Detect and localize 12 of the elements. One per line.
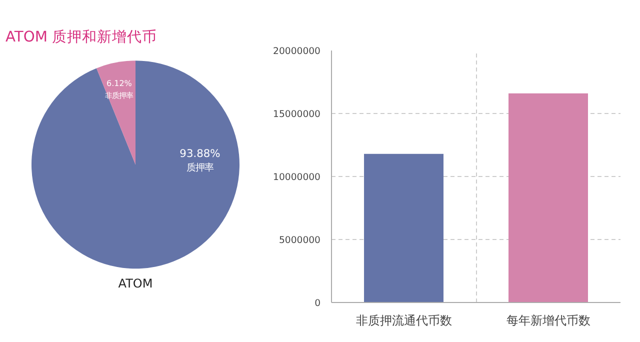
data-label: 93.88% bbox=[180, 146, 220, 160]
text: ATOM bbox=[118, 276, 153, 290]
y-tick-label: 5000000 bbox=[278, 235, 321, 246]
x-tick-label: 非质押流通代币数 bbox=[356, 314, 452, 328]
y-tick-label: 10000000 bbox=[273, 172, 321, 183]
y-tick-label: 20000000 bbox=[273, 46, 321, 57]
chart-title: ATOM 质押和新增代币 bbox=[6, 28, 158, 46]
y-tick-label: 15000000 bbox=[273, 109, 321, 120]
y-tick-label: 0 bbox=[314, 298, 321, 309]
x-tick-label: 每年新增代币数 bbox=[506, 314, 590, 328]
slice-label: 质押率 bbox=[186, 162, 214, 174]
data-label: 6.12% bbox=[106, 79, 132, 88]
